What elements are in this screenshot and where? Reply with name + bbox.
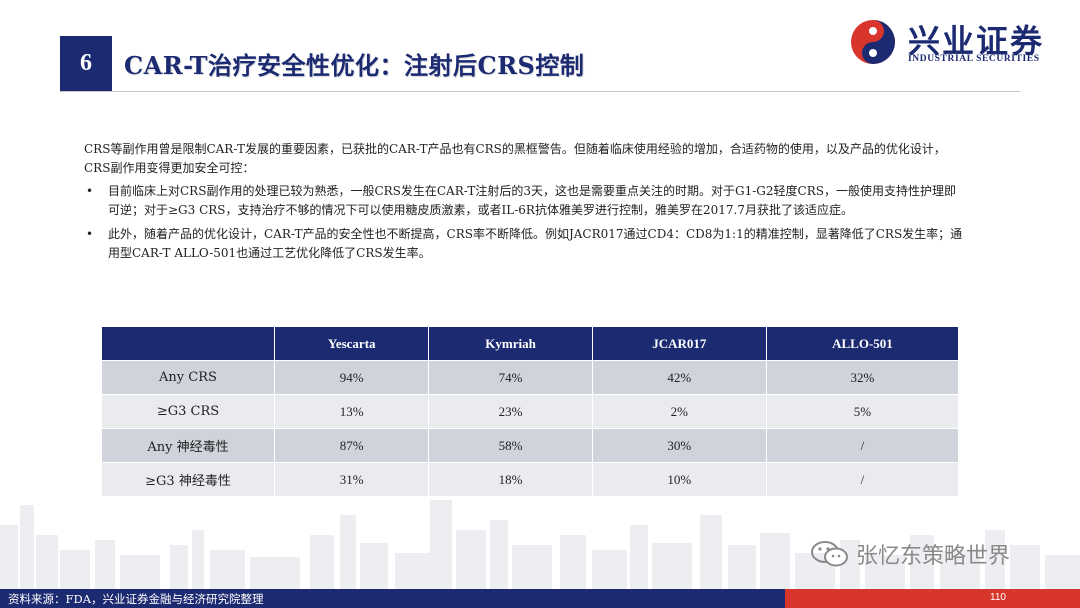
- table-cell: 87%: [275, 428, 430, 462]
- table-row: ≥G3 神经毒性 31% 18% 10% /: [102, 462, 958, 496]
- wechat-icon: [811, 541, 848, 567]
- table-cell: 10%: [592, 462, 767, 496]
- bullet-list: • 目前临床上对CRS副作用的处理已较为熟悉，一般CRS发生在CAR-T注射后的…: [84, 182, 964, 263]
- table-header-cell: ALLO-501: [766, 327, 958, 360]
- table-cell: 32%: [766, 360, 958, 394]
- logo-name-cn: 兴业证券: [908, 22, 1045, 60]
- intro-paragraph: CRS等副作用曾是限制CAR-T发展的重要因素，已获批的CAR-T产品也有CRS…: [84, 142, 946, 175]
- company-logo: 兴业证券 INDUSTRIAL SECURITIES: [850, 16, 1065, 70]
- bullet-item: • 此外，随着产品的优化设计，CAR-T产品的安全性也不断提高，CRS率不断降低…: [84, 225, 964, 263]
- bullet-text: 此外，随着产品的优化设计，CAR-T产品的安全性也不断提高，CRS率不断降低。例…: [108, 227, 963, 260]
- bullet-item: • 目前临床上对CRS副作用的处理已较为熟悉，一般CRS发生在CAR-T注射后的…: [84, 182, 964, 220]
- table-cell: 18%: [429, 462, 593, 496]
- source-note: 资料来源：FDA，兴业证券金融与经济研究院整理: [8, 592, 264, 606]
- table-header-cell: Kymriah: [429, 327, 593, 360]
- table-cell: 74%: [429, 360, 593, 394]
- table-cell: 23%: [429, 394, 593, 428]
- city-skyline-watermark: [0, 500, 1080, 590]
- header-divider: [60, 91, 1020, 92]
- bullet-text: 目前临床上对CRS副作用的处理已较为熟悉，一般CRS发生在CAR-T注射后的3天…: [108, 184, 956, 217]
- crs-comparison-table: Yescarta Kymriah JCAR017 ALLO-501 Any CR…: [102, 327, 958, 496]
- logo-mark-icon: [851, 20, 895, 64]
- row-label: ≥G3 CRS: [102, 394, 275, 428]
- table-cell: 30%: [592, 428, 767, 462]
- table-cell: /: [766, 428, 958, 462]
- page-number: 110: [990, 592, 1006, 603]
- table-row: Any CRS 94% 74% 42% 32%: [102, 360, 958, 394]
- table-cell: 42%: [592, 360, 767, 394]
- table-row: ≥G3 CRS 13% 23% 2% 5%: [102, 394, 958, 428]
- table-header-cell: Yescarta: [275, 327, 430, 360]
- table-header-cell: JCAR017: [592, 327, 767, 360]
- table-header-cell: [102, 327, 275, 360]
- section-number: 6: [60, 36, 112, 91]
- row-label: Any CRS: [102, 360, 275, 394]
- footer-bar: [0, 589, 785, 608]
- watermark: 张忆东策略世界: [810, 538, 1010, 570]
- footer-accent-bar: [785, 589, 1080, 608]
- page-title: CAR-T治疗安全性优化：注射后CRS控制: [124, 51, 585, 80]
- table-cell: 13%: [275, 394, 430, 428]
- table-cell: 2%: [592, 394, 767, 428]
- table-cell: /: [766, 462, 958, 496]
- row-label: ≥G3 神经毒性: [102, 462, 275, 496]
- bullet-dot-icon: •: [86, 184, 94, 198]
- logo-name-en: INDUSTRIAL SECURITIES: [908, 54, 1040, 64]
- table-cell: 31%: [275, 462, 430, 496]
- bullet-dot-icon: •: [86, 227, 94, 241]
- body-text: CRS等副作用曾是限制CAR-T发展的重要因素，已获批的CAR-T产品也有CRS…: [84, 140, 964, 268]
- table-cell: 5%: [766, 394, 958, 428]
- row-label: Any 神经毒性: [102, 428, 275, 462]
- watermark-text: 张忆东策略世界: [856, 544, 1011, 569]
- table-header-row: Yescarta Kymriah JCAR017 ALLO-501: [102, 327, 958, 360]
- table-cell: 94%: [275, 360, 430, 394]
- table-cell: 58%: [429, 428, 593, 462]
- table-row: Any 神经毒性 87% 58% 30% /: [102, 428, 958, 462]
